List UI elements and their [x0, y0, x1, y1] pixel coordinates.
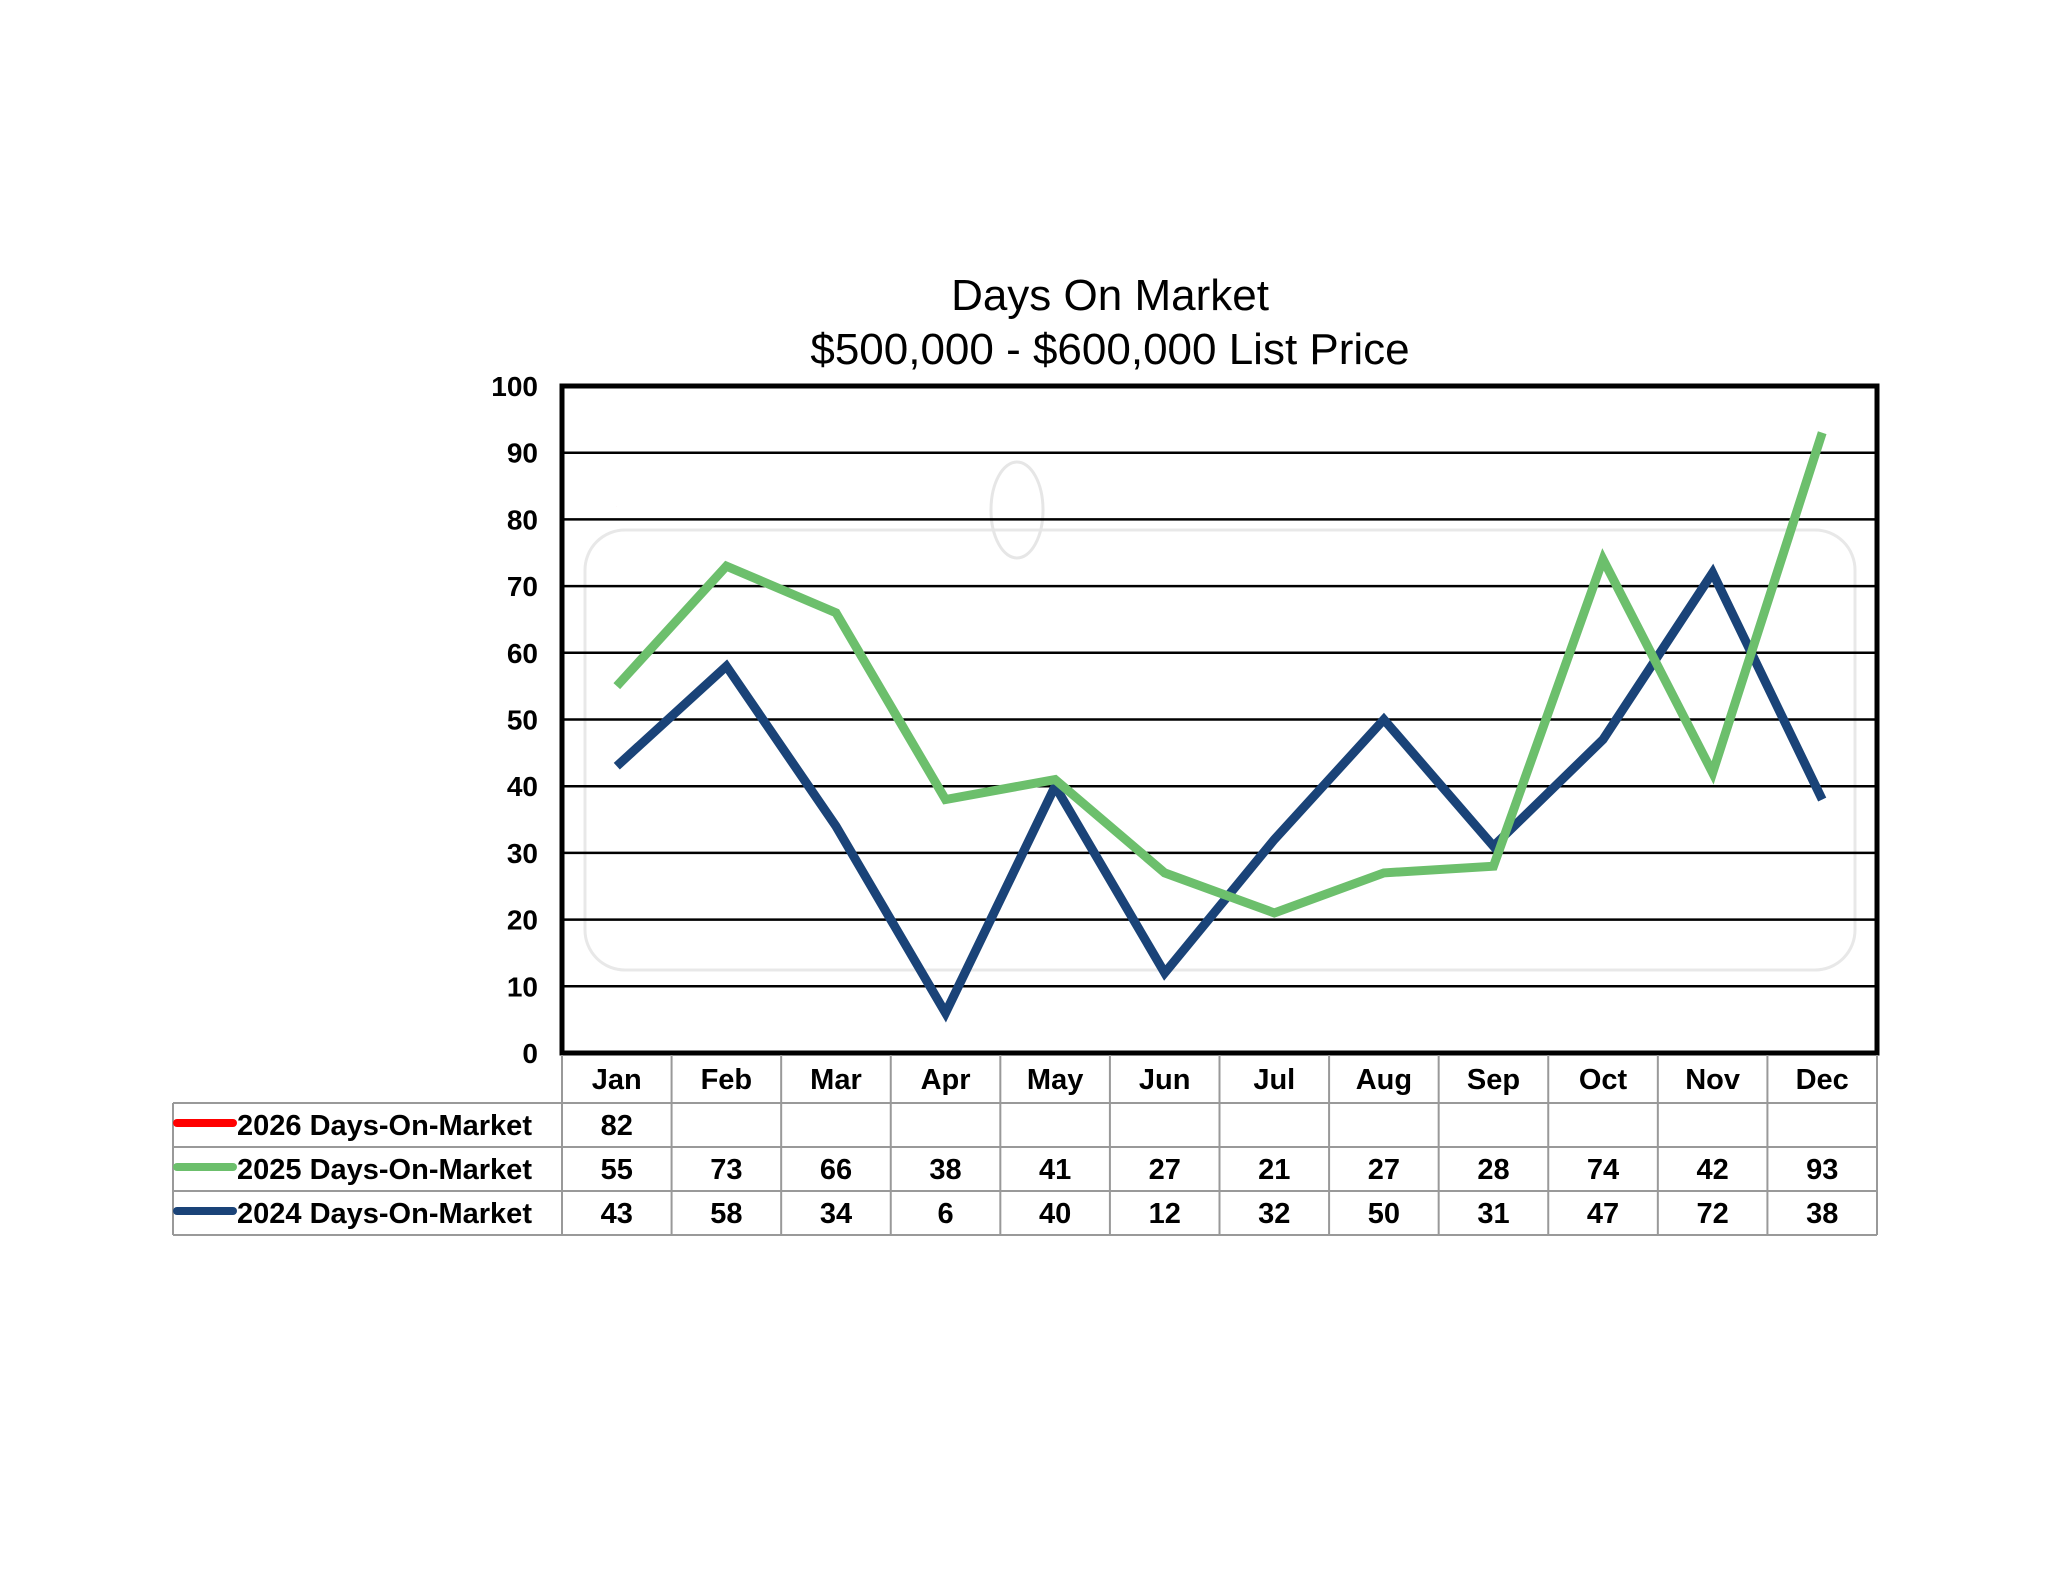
- table-cell-value: 28: [1477, 1154, 1509, 1186]
- y-tick-label: 60: [507, 638, 538, 669]
- x-tick-label: Apr: [921, 1064, 971, 1096]
- table-cell-value: 93: [1806, 1154, 1838, 1186]
- legend-label: 2025 Days-On-Market: [237, 1154, 532, 1186]
- y-tick-label: 50: [507, 705, 538, 736]
- x-tick-label: Jun: [1139, 1064, 1191, 1096]
- x-tick-label: Mar: [810, 1064, 862, 1096]
- watermark-leaf: [989, 460, 1045, 560]
- series-line-2024: [613, 563, 1827, 1023]
- y-tick-label: 30: [507, 838, 538, 869]
- plot-frame: [559, 383, 1880, 1056]
- x-tick-label: Aug: [1356, 1064, 1412, 1096]
- y-tick-label: 90: [507, 438, 538, 469]
- table-cell-value: 55: [601, 1154, 633, 1186]
- table-cell-value: 40: [1039, 1198, 1071, 1230]
- y-tick-label: 20: [507, 905, 538, 936]
- legend-label: 2024 Days-On-Market: [237, 1198, 532, 1230]
- y-tick-label: 70: [507, 571, 538, 602]
- x-tick-label: Jul: [1253, 1064, 1295, 1096]
- table-cell-value: 27: [1368, 1154, 1400, 1186]
- watermark-logo: [583, 460, 1857, 972]
- table-cell-value: 72: [1696, 1198, 1728, 1230]
- y-tick-label: 0: [522, 1038, 538, 1069]
- x-tick-label: Feb: [701, 1064, 753, 1096]
- table-cell-value: 73: [710, 1154, 742, 1186]
- table-cell-value: 27: [1149, 1154, 1181, 1186]
- chart-title: Days On Market: [951, 271, 1269, 320]
- y-tick-label: 10: [507, 971, 538, 1002]
- table-cell-value: 31: [1477, 1198, 1509, 1230]
- table-cell-value: 82: [601, 1110, 633, 1142]
- table-cell-value: 41: [1039, 1154, 1071, 1186]
- watermark-shape: [583, 528, 1857, 972]
- y-tick-label: 80: [507, 504, 538, 535]
- table-cell-value: 32: [1258, 1198, 1290, 1230]
- table-cell-value: 12: [1149, 1198, 1181, 1230]
- table-cell-value: 50: [1368, 1198, 1400, 1230]
- x-tick-label: Jan: [592, 1064, 642, 1096]
- table-cell-value: 42: [1696, 1154, 1728, 1186]
- table-cell-value: 6: [937, 1198, 953, 1230]
- y-tick-label: 100: [491, 371, 538, 402]
- x-tick-label: Sep: [1467, 1064, 1520, 1096]
- y-axis-ticks: 0 10 20 30 40 50 60 70 80 90 100: [491, 371, 538, 1069]
- table-cell-value: 38: [1806, 1198, 1838, 1230]
- table-cell-value: 21: [1258, 1154, 1290, 1186]
- y-tick-label: 40: [507, 771, 538, 802]
- x-tick-label: May: [1027, 1064, 1083, 1096]
- table-cell-value: 47: [1587, 1198, 1619, 1230]
- table-cell-value: 66: [820, 1154, 852, 1186]
- legend-label: 2026 Days-On-Market: [237, 1110, 532, 1142]
- series-line-2025: [613, 431, 1827, 918]
- table-cell-value: 34: [820, 1198, 852, 1230]
- table-cell-value: 74: [1587, 1154, 1619, 1186]
- series-lines: [613, 431, 1827, 1023]
- table-cell-value: 43: [601, 1198, 633, 1230]
- data-table: Jan Feb Mar Apr May Jun Jul Aug Sep Oct Nov Dec 2026…: [172, 1055, 1878, 1236]
- x-tick-label: Oct: [1579, 1064, 1628, 1096]
- x-tick-label: Dec: [1796, 1064, 1849, 1096]
- x-tick-label: Nov: [1685, 1064, 1740, 1096]
- chart-subtitle: $500,000 - $600,000 List Price: [810, 325, 1409, 374]
- table-cell-value: 58: [710, 1198, 742, 1230]
- table-cell-value: 38: [929, 1154, 961, 1186]
